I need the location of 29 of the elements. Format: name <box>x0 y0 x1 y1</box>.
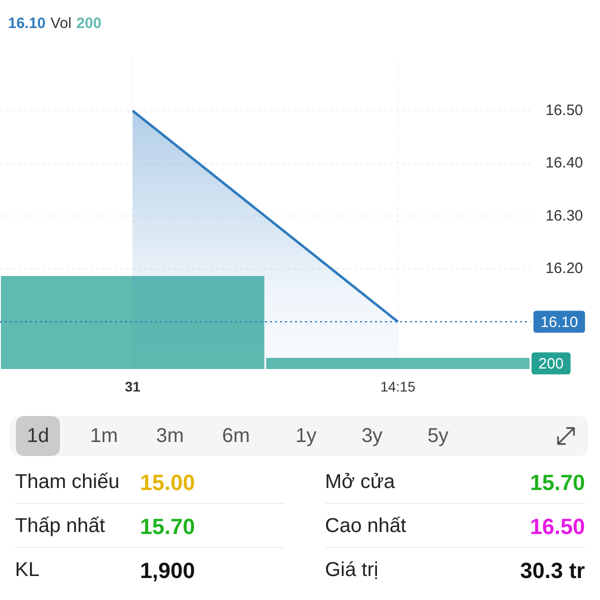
text: 15.70 <box>530 470 585 495</box>
text: 15.70 <box>140 514 195 539</box>
text: 15.00 <box>140 470 195 495</box>
text: 1d <box>16 416 60 456</box>
text: 1m <box>89 424 119 449</box>
category-label: KL <box>15 559 40 582</box>
category-label: Giá trị <box>325 559 378 582</box>
text: 16.10 <box>8 15 46 32</box>
text: 1,900 <box>140 558 195 583</box>
y-tick-label: 16.50 <box>545 102 584 119</box>
text: 5y <box>426 424 450 449</box>
category-label: Mở cửa <box>325 471 395 494</box>
y-tick-label: 16.20 <box>545 260 584 278</box>
text: 30.3 tr <box>520 558 585 583</box>
text: Vol <box>50 15 72 32</box>
category-label: Tham chiếu <box>15 471 120 494</box>
text: 6m <box>221 424 251 449</box>
text: 200 <box>538 356 564 373</box>
y-tick-label: 16.40 <box>545 154 584 172</box>
x-tick-label: 31 <box>124 378 141 394</box>
text: 3m <box>155 424 185 449</box>
x-tick-label: 14:15 <box>380 378 416 394</box>
text: 3y <box>360 424 384 449</box>
y-tick-label: 16.30 <box>545 207 584 224</box>
category-label: Cao nhất <box>325 515 406 538</box>
text: 200 <box>76 15 102 32</box>
ref-line-label: 16.10 <box>540 314 578 331</box>
category-label: Thấp nhất <box>15 515 106 538</box>
text: 1y <box>294 424 318 449</box>
